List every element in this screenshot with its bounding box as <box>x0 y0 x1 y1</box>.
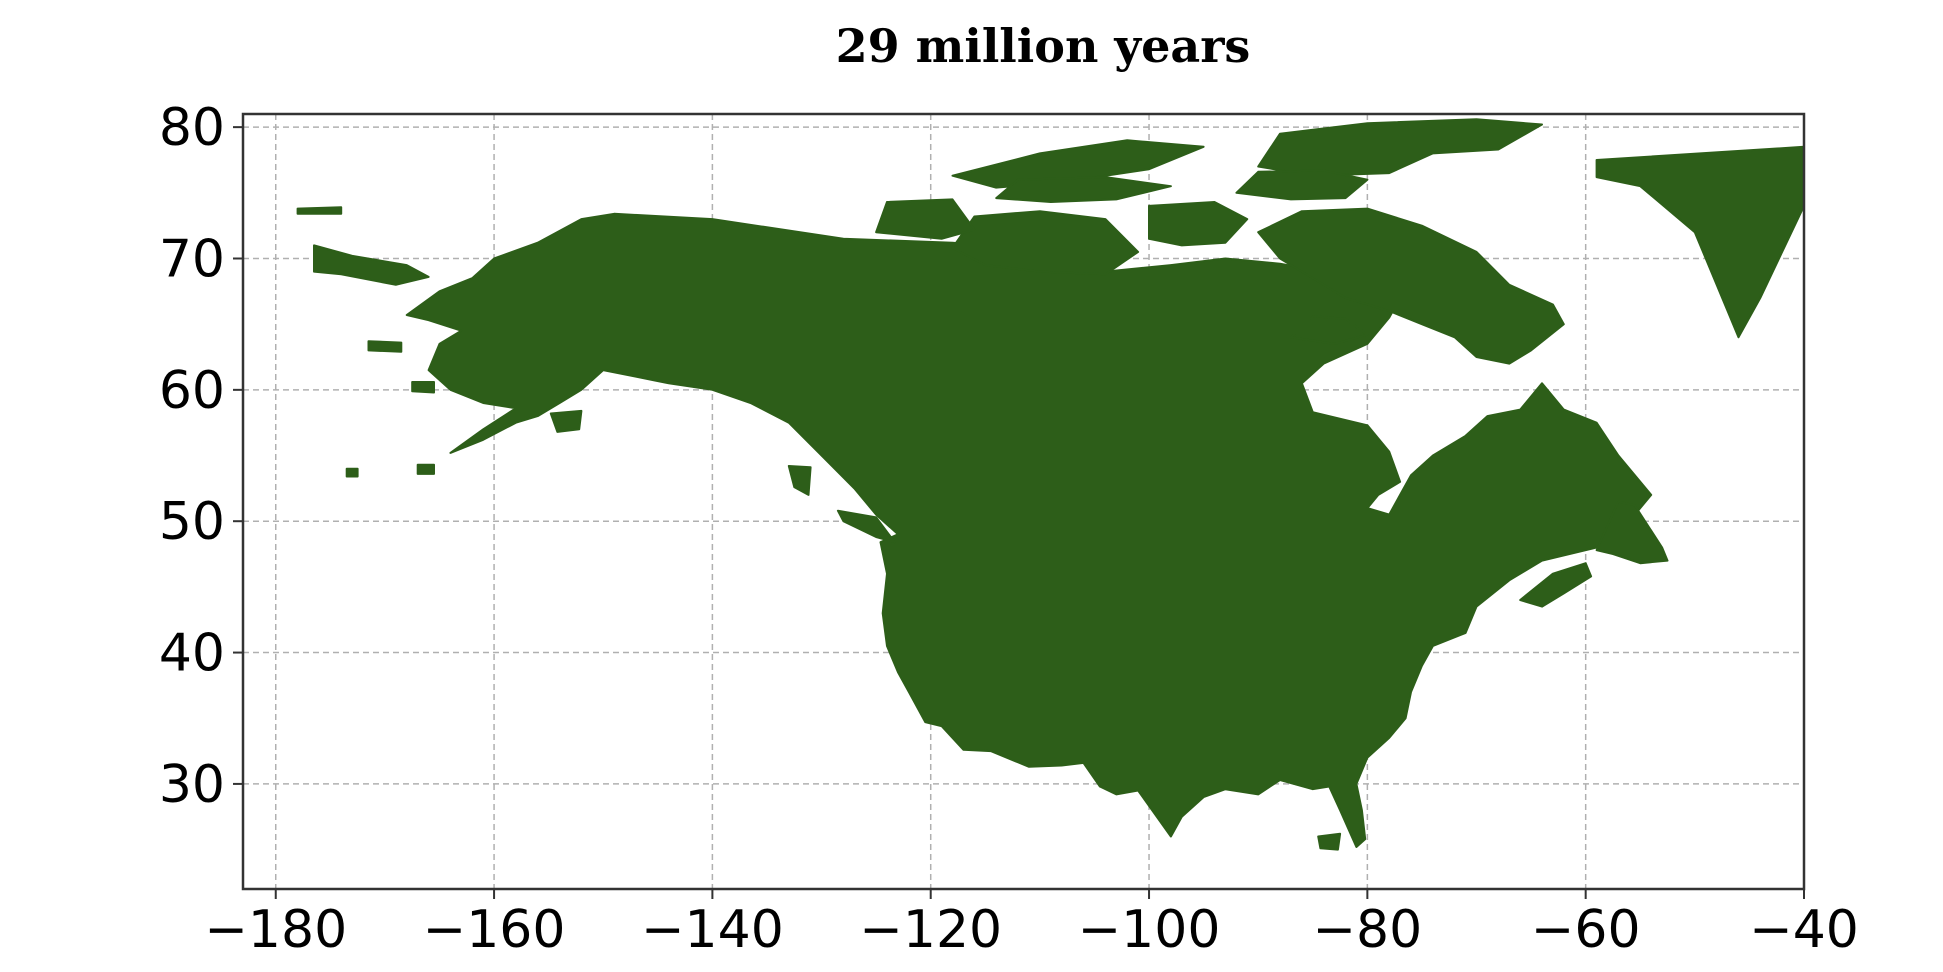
land-region-southampton-island <box>1289 315 1369 345</box>
land-region-melville-bathurst <box>995 176 1172 203</box>
x-tick-label: −140 <box>641 900 784 960</box>
x-tick-label: −160 <box>423 900 566 960</box>
y-tick-label: 50 <box>159 492 225 552</box>
land-region-ellesmere-island <box>1257 118 1543 177</box>
y-tick-label: 30 <box>159 755 225 815</box>
x-tick-label: −100 <box>1078 900 1221 960</box>
land-region-mainland <box>405 212 1653 848</box>
land-region-victoria-island <box>951 210 1140 276</box>
land-region-newfoundland <box>1595 500 1669 565</box>
land-region-st-lawrence-island <box>367 340 403 353</box>
land-region-aleutian-fragment-2 <box>416 463 435 475</box>
land-region-queen-elizabeth-islands <box>951 139 1205 189</box>
land-region-baffin-island <box>1257 207 1565 365</box>
x-tick-label: −120 <box>859 900 1002 960</box>
y-tick-label: 40 <box>159 624 225 684</box>
x-tick-label: −180 <box>204 900 347 960</box>
land-region-chukotka-fragment <box>313 244 430 286</box>
x-tick-label: −80 <box>1312 900 1422 960</box>
land-region-wrangel-island <box>296 206 343 215</box>
y-tick-label: 70 <box>159 229 225 289</box>
plot-area <box>241 112 1806 891</box>
land-region-banks-island <box>875 198 976 240</box>
land-region-aleutian-fragment-1 <box>345 467 359 478</box>
x-axis: −180 −160 −140 −120 −100 −80 −60 −40 <box>204 889 1859 960</box>
y-tick-label: 80 <box>159 98 225 158</box>
axes-frame <box>241 112 1806 891</box>
land-region-vancouver-island <box>836 509 896 544</box>
land-region-devon-island <box>1235 169 1369 201</box>
land-region-nunivak-island <box>411 381 435 394</box>
land-region-cuba-fragment <box>1317 832 1342 851</box>
x-tick-label: −60 <box>1531 900 1641 960</box>
land-region-haida-gwaii <box>787 465 812 496</box>
land-region-kodiak-island <box>549 409 583 433</box>
x-tick-label: −40 <box>1749 900 1859 960</box>
y-tick-label: 60 <box>159 361 225 421</box>
land-region-somerset-prince-of-wales <box>1148 201 1249 247</box>
chart-title: 29 million years <box>836 19 1251 73</box>
y-axis: 30 40 50 60 70 80 <box>159 98 243 815</box>
land-region-nova-scotia <box>1519 562 1593 608</box>
land-layer <box>296 118 1805 851</box>
